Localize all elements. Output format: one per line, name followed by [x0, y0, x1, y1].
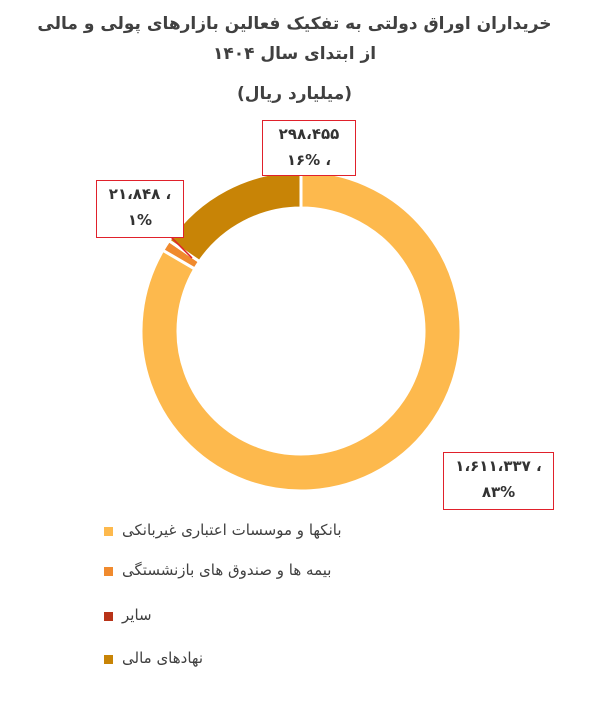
legend-item-other: سایر	[0, 605, 589, 631]
legend-swatch	[104, 612, 113, 621]
chart-title-line-2: از ابتدای سال ۱۴۰۴	[212, 44, 377, 64]
data-label-financial-institutions: ۲۹۸،۴۵۵ ۱۶% ،	[262, 120, 356, 176]
legend-label: بانکها و موسسات اعتباری غیربانکی	[122, 521, 342, 539]
data-label-percent: ۱۶% ،	[286, 151, 332, 169]
legend-label: نهادهای مالی	[122, 649, 204, 667]
chart-title-line-1: خریداران اوراق دولتی به تفکیک فعالین باز…	[37, 14, 552, 34]
slice-banks	[139, 169, 463, 493]
legend-item-insurance: بیمه ها و صندوق های بازنشستگی	[0, 560, 589, 586]
legend-item-banks: بانکها و موسسات اعتباری غیربانکی	[0, 520, 589, 546]
legend-item-financial-institutions: نهادهای مالی	[0, 648, 589, 674]
data-label-value: ۲۱،۸۴۸ ،	[108, 185, 172, 203]
slice-financial-institutions	[166, 169, 303, 264]
data-label-value: ۲۹۸،۴۵۵	[278, 125, 340, 143]
legend-label: سایر	[122, 606, 152, 624]
data-label-value: ۱،۶۱۱،۳۳۷ ،	[455, 457, 542, 475]
chart-title-line-3: (میلیارد ریال)	[237, 84, 352, 104]
legend-swatch	[104, 567, 113, 576]
legend-swatch	[104, 655, 113, 664]
legend-swatch	[104, 527, 113, 536]
data-label-banks: ۱،۶۱۱،۳۳۷ ، ۸۳%	[443, 452, 554, 510]
data-label-percent: ۱%	[127, 211, 153, 229]
data-label-percent: ۸۳%	[481, 483, 516, 501]
data-label-insurance: ۲۱،۸۴۸ ، ۱%	[96, 180, 184, 238]
legend-label: بیمه ها و صندوق های بازنشستگی	[122, 561, 332, 579]
